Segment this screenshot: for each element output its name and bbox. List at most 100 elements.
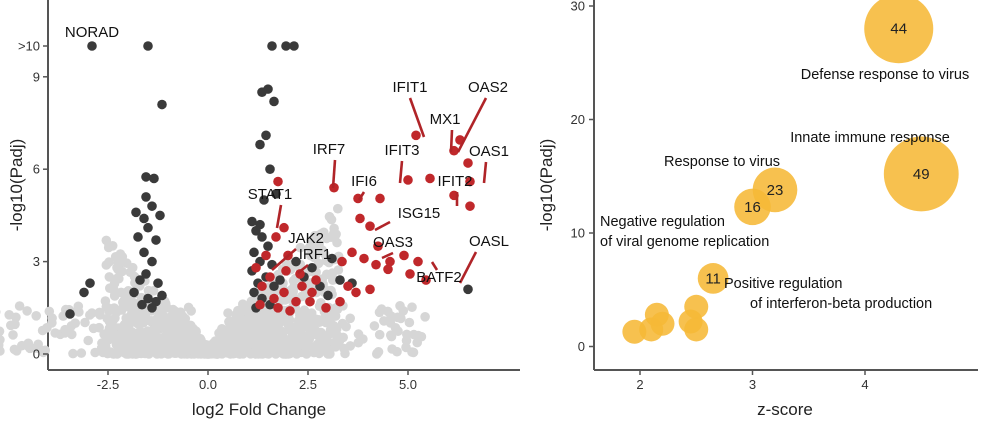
point-nonsignificant (9, 344, 20, 355)
point-interferon-gene (365, 284, 375, 295)
point-nonsignificant (148, 316, 159, 326)
point-interferon-gene (335, 296, 345, 307)
point-interferon-gene (307, 287, 317, 298)
interferon-gene-points (251, 130, 475, 316)
point-significant (155, 210, 165, 221)
point-nonsignificant (104, 327, 114, 338)
point-nonsignificant (177, 311, 188, 322)
point-nonsignificant (111, 330, 122, 341)
gene-label-stat1: STAT1 (248, 186, 292, 203)
go-term-label: Innate immune response (790, 130, 950, 146)
point-nonsignificant (96, 343, 107, 353)
leader-batf2 (430, 261, 439, 271)
go-bubble (684, 317, 709, 342)
point-significant (147, 256, 157, 267)
point-significant (151, 235, 161, 245)
point-interferon-gene (311, 275, 321, 285)
gene-label-isg15: ISG15 (398, 205, 441, 222)
go-term-label: Positive regulation (724, 276, 843, 292)
point-significant (79, 287, 89, 298)
point-interferon-gene (337, 256, 347, 267)
point-nonsignificant (345, 313, 356, 324)
point-nonsignificant (272, 347, 283, 357)
point-interferon-gene (425, 173, 435, 184)
volcano-plot: -2.5 0.0 2.5 5.0 0 3 6 9 >10 NORAD IFIT1 OAS2 MX1 O… (0, 0, 520, 419)
x-tick-label: 4 (861, 377, 868, 392)
point-significant (149, 173, 159, 184)
point-significant (275, 275, 285, 285)
go-bubble (697, 263, 729, 294)
point-significant (135, 275, 145, 285)
point-nonsignificant (113, 258, 123, 268)
x-tick-label: 3 (749, 377, 756, 392)
point-interferon-gene (295, 269, 305, 279)
gene-label-irf1: IRF1 (299, 246, 332, 263)
point-nonsignificant (259, 346, 270, 357)
point-interferon-gene (375, 193, 385, 204)
point-nonsignificant (298, 339, 308, 350)
gene-labels: NORAD IFIT1 OAS2 MX1 OAS1 IFIT3 IRF7 IFIT2 IFI6 S… (65, 24, 509, 286)
point-nonsignificant (218, 332, 229, 343)
point-nonsignificant (104, 306, 114, 316)
point-interferon-gene (279, 287, 289, 298)
bubble-x-ticks: 2 3 4 (636, 370, 869, 392)
point-nonsignificant (182, 325, 193, 336)
point-interferon-gene (321, 303, 331, 313)
point-nonsignificant (121, 258, 132, 269)
point-nonsignificant (95, 310, 105, 320)
point-nonsignificant (189, 346, 199, 357)
point-interferon-gene (291, 296, 301, 307)
point-nonsignificant (67, 329, 77, 340)
point-nonsignificant (369, 321, 380, 331)
point-interferon-gene (465, 176, 475, 187)
point-nonsignificant (154, 307, 164, 318)
point-nonsignificant (156, 333, 167, 343)
leader-oas1 (482, 161, 488, 184)
gene-label-batf2: BATF2 (416, 269, 462, 286)
leader-isg15 (374, 220, 391, 232)
point-nonsignificant (287, 328, 298, 339)
point-nonsignificant (319, 249, 330, 259)
nonsignificant-points (0, 203, 430, 359)
point-nonsignificant (420, 312, 430, 322)
volcano-x-ticks: -2.5 0.0 2.5 5.0 (97, 370, 417, 392)
point-interferon-gene (271, 232, 281, 242)
point-interferon-gene (297, 281, 307, 292)
y-tick-label: 9 (33, 69, 40, 84)
point-significant (247, 216, 257, 227)
x-tick-label: 2.5 (299, 377, 317, 392)
gene-label-oasl: OASL (469, 233, 509, 250)
leader-stat1 (275, 204, 283, 229)
point-nonsignificant (140, 344, 150, 355)
point-significant (85, 278, 95, 288)
point-interferon-gene (343, 281, 353, 292)
volcano-x-label: log2 Fold Change (192, 400, 326, 419)
point-nonsignificant (230, 320, 240, 331)
point-significant (257, 232, 267, 242)
point-nonsignificant (338, 332, 349, 343)
point-nonsignificant (128, 328, 138, 339)
point-nonsignificant (76, 348, 87, 358)
point-nonsignificant (386, 311, 396, 321)
point-interferon-gene (399, 250, 409, 261)
point-nonsignificant (225, 336, 236, 347)
y-tick-label: 20 (571, 112, 585, 127)
point-significant (307, 262, 317, 273)
point-significant (147, 201, 157, 211)
gene-label-oas1: OAS1 (469, 143, 509, 160)
point-nonsignificant (14, 301, 25, 311)
point-significant (263, 241, 273, 251)
gene-label-jak2: JAK2 (288, 230, 324, 247)
point-interferon-gene (347, 247, 357, 258)
gene-label-ifit1: IFIT1 (392, 79, 427, 96)
point-nonsignificant (416, 331, 427, 342)
point-significant (281, 41, 291, 51)
point-nonsignificant (148, 286, 159, 296)
bubble-count: 16 (744, 199, 761, 216)
point-significant (141, 192, 151, 202)
point-nonsignificant (163, 345, 174, 356)
point-interferon-gene (465, 201, 475, 211)
volcano-y-ticks: 0 3 6 9 >10 (18, 39, 48, 362)
point-significant (259, 195, 269, 205)
point-interferon-gene (305, 296, 315, 307)
